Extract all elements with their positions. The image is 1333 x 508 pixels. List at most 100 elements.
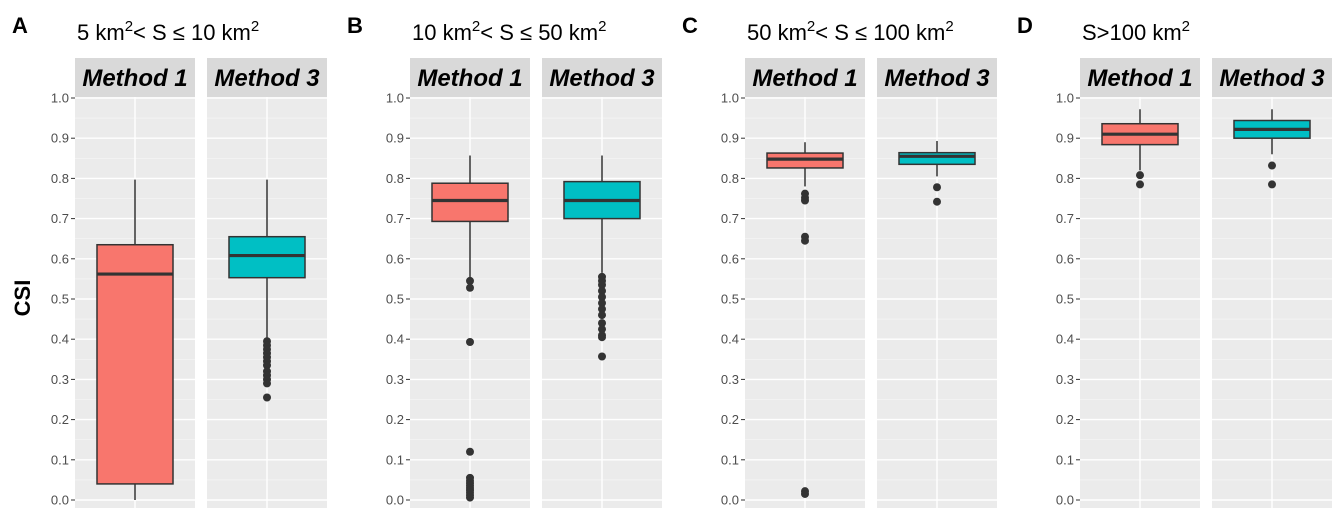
- title-superscript: 2: [1182, 18, 1190, 35]
- outlier-point: [263, 393, 271, 402]
- y-tick-label: 0.8: [51, 171, 69, 186]
- outlier-point: [598, 280, 606, 289]
- outlier-point: [598, 333, 606, 342]
- outlier-point: [801, 196, 809, 205]
- box-iqr: [96, 243, 174, 485]
- title-superscript: 2: [251, 18, 259, 35]
- outlier-point: [263, 379, 271, 388]
- facet-strip-label: Method 3: [549, 65, 655, 92]
- y-tick-label: 0.3: [51, 372, 69, 387]
- title-superscript: 2: [598, 18, 606, 35]
- facet-strip: [75, 58, 195, 97]
- facet-strip: [1212, 58, 1332, 97]
- outlier-point: [1136, 171, 1144, 180]
- facet-method-3: Method 3: [207, 58, 327, 508]
- panel-letter: D: [1017, 13, 1033, 38]
- y-tick-label: 1.0: [721, 91, 739, 106]
- outlier-point: [1268, 180, 1276, 189]
- y-tick-label: 0.8: [386, 171, 404, 186]
- outlier-point: [1268, 161, 1276, 170]
- panel-title: S>100 km2: [1082, 18, 1190, 45]
- title-superscript: 2: [472, 18, 480, 35]
- outlier-point: [598, 299, 606, 308]
- y-tick-label: 0.4: [386, 332, 404, 347]
- facet-strip-label: Method 3: [1219, 65, 1325, 92]
- facet-strip-label: Method 3: [214, 65, 320, 92]
- y-tick-label: 0.0: [721, 493, 739, 508]
- y-tick-label: 1.0: [51, 91, 69, 106]
- y-tick-label: 0.1: [1056, 452, 1074, 467]
- outlier-point: [933, 197, 941, 206]
- box-iqr: [228, 235, 306, 279]
- y-tick-label: 0.6: [721, 251, 739, 266]
- outlier-point: [598, 292, 606, 301]
- y-tick-label: 0.0: [386, 493, 404, 508]
- y-tick-label: 0.2: [51, 412, 69, 427]
- facet-strip-label: Method 1: [417, 65, 522, 92]
- outlier-point: [933, 183, 941, 192]
- y-tick-label: 0.3: [721, 372, 739, 387]
- y-axis-label: CSI: [10, 280, 35, 317]
- y-tick-label: 0.5: [1056, 292, 1074, 307]
- facet-strip: [877, 58, 997, 97]
- title-text: 5 km: [77, 20, 125, 45]
- y-tick-label: 0.8: [721, 171, 739, 186]
- y-tick-label: 0.0: [1056, 493, 1074, 508]
- y-tick-label: 0.7: [386, 211, 404, 226]
- facet-strip: [410, 58, 530, 97]
- y-tick-label: 0.7: [51, 211, 69, 226]
- facet-method-3: Method 3: [542, 58, 662, 508]
- facet-method-3: Method 3: [877, 58, 997, 508]
- panel-letter: A: [12, 13, 28, 38]
- panel-title: 5 km2< S ≤ 10 km2: [77, 18, 259, 45]
- title-text: S>100 km: [1082, 20, 1182, 45]
- panel-b: B 10 km2< S ≤ 50 km20.00.10.20.30.40.50.6…: [347, 13, 662, 508]
- facet-strip: [542, 58, 662, 97]
- y-tick-label: 0.9: [386, 131, 404, 146]
- panel-title: 10 km2< S ≤ 50 km2: [412, 18, 606, 45]
- facet-method-3: Method 3: [1212, 58, 1332, 508]
- y-tick-label: 0.6: [386, 251, 404, 266]
- outlier-point: [263, 361, 271, 370]
- facet-method-1: Method 1: [745, 58, 865, 508]
- panel-c: C 50 km2< S ≤ 100 km20.00.10.20.30.40.50.…: [682, 13, 997, 508]
- y-tick-label: 0.2: [1056, 412, 1074, 427]
- outlier-point: [598, 311, 606, 320]
- facet-strip-label: Method 3: [884, 65, 990, 92]
- facet-method-1: Method 1: [75, 58, 195, 508]
- facet-method-1: Method 1: [1080, 58, 1200, 508]
- outlier-point: [598, 305, 606, 314]
- outlier-point: [598, 325, 606, 334]
- outlier-point: [598, 319, 606, 328]
- outlier-point: [598, 286, 606, 295]
- title-superscript: 2: [125, 18, 133, 35]
- outlier-point: [1136, 180, 1144, 189]
- panel-title: 50 km2< S ≤ 100 km2: [747, 18, 954, 45]
- title-text: < S ≤ 50 km: [480, 20, 598, 45]
- outlier-point: [466, 493, 474, 502]
- y-tick-label: 0.2: [721, 412, 739, 427]
- y-tick-label: 0.4: [51, 332, 69, 347]
- title-text: < S ≤ 100 km: [815, 20, 945, 45]
- y-tick-label: 0.0: [51, 493, 69, 508]
- y-tick-label: 0.3: [1056, 372, 1074, 387]
- facet-method-1: Method 1: [410, 58, 530, 508]
- y-tick-label: 0.7: [721, 211, 739, 226]
- y-tick-label: 0.6: [51, 251, 69, 266]
- y-tick-label: 1.0: [386, 91, 404, 106]
- y-tick-label: 0.5: [386, 292, 404, 307]
- title-superscript: 2: [807, 18, 815, 35]
- y-tick-label: 0.3: [386, 372, 404, 387]
- facet-strip: [745, 58, 865, 97]
- y-tick-label: 0.1: [721, 452, 739, 467]
- y-tick-label: 0.9: [1056, 131, 1074, 146]
- outlier-point: [466, 338, 474, 347]
- title-text: 50 km: [747, 20, 807, 45]
- outlier-point: [466, 283, 474, 292]
- title-text: < S ≤ 10 km: [133, 20, 251, 45]
- outlier-point: [466, 276, 474, 285]
- y-tick-label: 0.4: [1056, 332, 1074, 347]
